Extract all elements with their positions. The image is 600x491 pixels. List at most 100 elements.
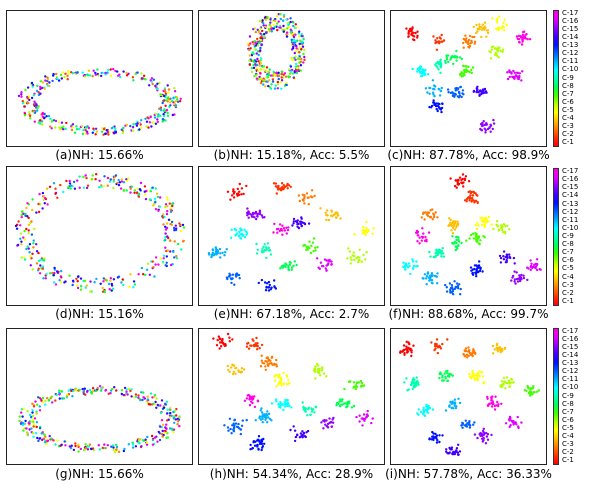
scatter-point bbox=[505, 376, 509, 379]
scatter-point bbox=[170, 414, 173, 418]
scatter-point bbox=[245, 418, 248, 422]
scatter-point bbox=[479, 434, 482, 437]
scatter-point bbox=[176, 98, 179, 101]
scatter-point bbox=[260, 415, 264, 418]
scatter-point bbox=[292, 72, 295, 75]
scatter-point bbox=[484, 123, 487, 126]
scatter-point bbox=[281, 186, 284, 189]
scatter-point bbox=[416, 231, 419, 235]
scatter-point bbox=[335, 404, 338, 407]
scatter-point bbox=[258, 68, 262, 71]
scatter-point bbox=[227, 368, 230, 372]
scatter-point bbox=[316, 370, 320, 374]
scatter-point bbox=[335, 401, 339, 405]
scatter-point bbox=[280, 28, 284, 31]
scatter-point bbox=[245, 230, 248, 233]
scatter-point bbox=[364, 233, 367, 236]
scatter-point bbox=[314, 249, 317, 252]
scatter-point bbox=[282, 403, 285, 406]
scatter-point bbox=[164, 92, 168, 95]
scatter-point bbox=[349, 262, 352, 265]
scatter-point bbox=[238, 277, 241, 280]
scatter-point bbox=[457, 90, 461, 94]
scatter-point bbox=[112, 67, 115, 71]
scatter-point bbox=[43, 87, 46, 90]
scatter-point bbox=[54, 126, 57, 129]
scatter-point bbox=[255, 242, 258, 246]
scatter-point bbox=[259, 72, 262, 75]
scatter-point bbox=[317, 266, 320, 269]
scatter-point bbox=[265, 256, 268, 260]
colorbar-tick-label: C-17 bbox=[562, 327, 579, 336]
scatter-point bbox=[510, 378, 514, 381]
scatter-point bbox=[424, 277, 428, 280]
scatter-point bbox=[247, 48, 251, 51]
scatter-point bbox=[422, 277, 425, 280]
scatter-point bbox=[272, 27, 275, 30]
scatter-point bbox=[33, 100, 36, 103]
scatter-point bbox=[519, 276, 522, 279]
scatter-point bbox=[475, 275, 478, 278]
scatter-point bbox=[154, 403, 157, 406]
scatter-point bbox=[42, 259, 46, 262]
scatter-point bbox=[210, 255, 213, 259]
scatter-point bbox=[486, 31, 490, 35]
scatter-point bbox=[264, 18, 268, 22]
scatter-point bbox=[262, 24, 265, 27]
colorbar-tick-label: C-15 bbox=[562, 25, 579, 34]
scatter-point bbox=[281, 233, 284, 236]
scatter-point bbox=[131, 446, 135, 449]
scatter-point bbox=[167, 91, 170, 94]
scatter-point bbox=[109, 178, 113, 181]
scatter-point bbox=[251, 446, 254, 450]
scatter-point bbox=[277, 383, 280, 386]
scatter-point bbox=[517, 34, 521, 38]
scatter-point bbox=[238, 230, 241, 234]
scatter-point bbox=[273, 375, 276, 378]
scatter-point bbox=[84, 75, 87, 78]
scatter-point bbox=[133, 191, 136, 194]
scatter-point bbox=[160, 109, 163, 112]
scatter-point bbox=[112, 178, 116, 181]
scatter-point bbox=[508, 381, 512, 384]
scatter-point bbox=[354, 387, 357, 391]
scatter-point bbox=[37, 105, 40, 108]
scatter-point bbox=[280, 182, 284, 185]
scatter-point bbox=[436, 216, 439, 219]
scatter-point bbox=[84, 132, 88, 135]
scatter-point bbox=[493, 408, 497, 411]
scatter-point bbox=[417, 383, 420, 386]
scatter-point bbox=[178, 222, 181, 225]
scatter-point bbox=[538, 268, 541, 271]
scatter-point bbox=[529, 268, 532, 272]
scatter-point bbox=[158, 438, 162, 442]
scatter-point bbox=[162, 223, 165, 226]
scatter-point bbox=[268, 249, 272, 252]
scatter-point bbox=[472, 237, 475, 240]
scatter-point bbox=[453, 228, 457, 231]
scatter-point bbox=[256, 348, 259, 351]
scatter-point bbox=[360, 381, 364, 385]
scatter-point bbox=[287, 226, 290, 229]
scatter-point bbox=[411, 378, 415, 381]
scatter-point bbox=[156, 82, 159, 86]
scatter-point bbox=[518, 279, 522, 283]
scatter-point bbox=[457, 96, 461, 99]
caption-d: (d)NH: 15.16% bbox=[55, 307, 144, 321]
scatter-point bbox=[471, 369, 474, 373]
scatter-point bbox=[275, 15, 279, 18]
scatter-point bbox=[135, 124, 139, 127]
scatter-point bbox=[172, 431, 175, 434]
scatter-point bbox=[476, 88, 479, 91]
scatter-point bbox=[164, 402, 167, 406]
scatter-point bbox=[26, 215, 29, 218]
scatter-point bbox=[31, 208, 34, 212]
scatter-point bbox=[262, 68, 266, 71]
scatter-point bbox=[105, 279, 109, 282]
scatter-point bbox=[120, 392, 124, 396]
scatter-point bbox=[449, 223, 452, 226]
scatter-point bbox=[131, 441, 134, 444]
scatter-point bbox=[456, 178, 460, 182]
scatter-point bbox=[178, 416, 181, 419]
colorbar-tick-label: C-17 bbox=[562, 167, 579, 176]
